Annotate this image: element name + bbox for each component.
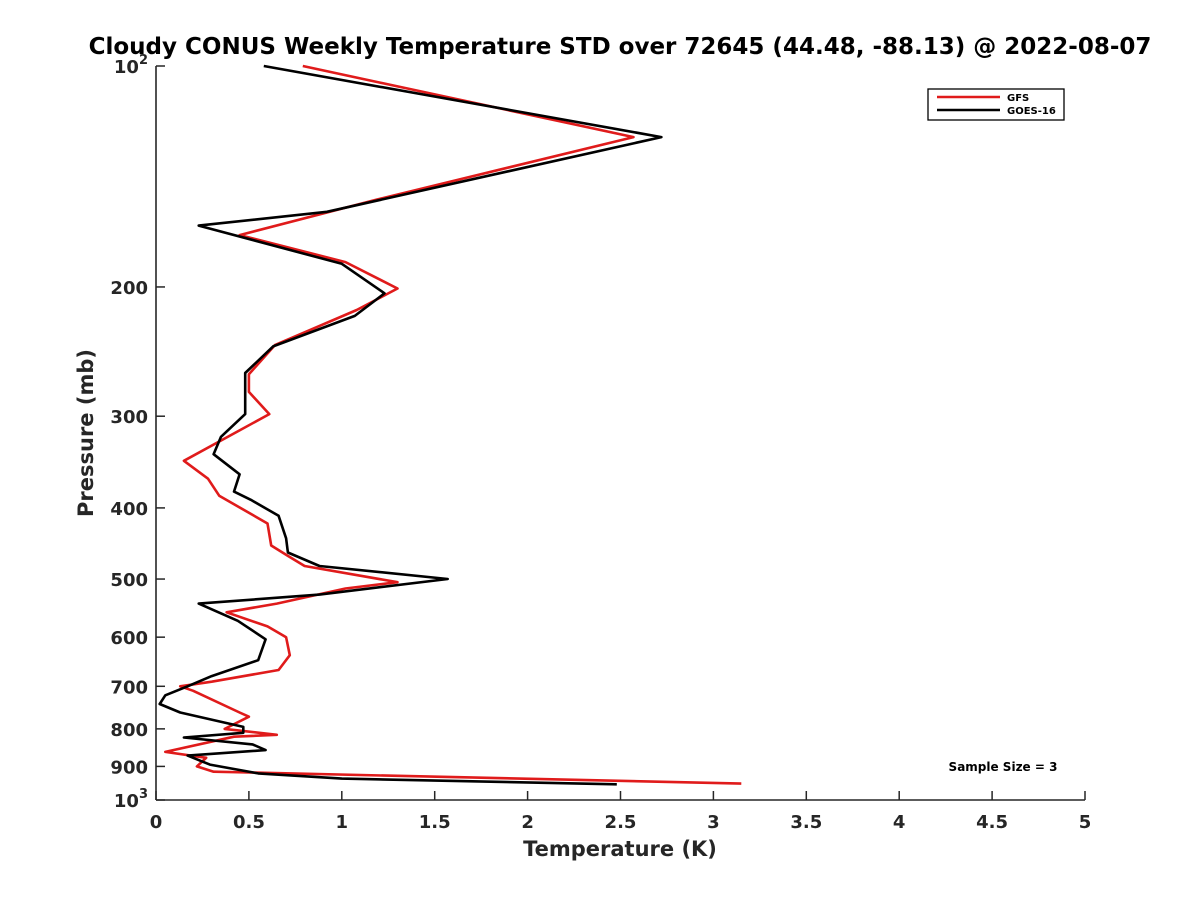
- x-tick-label: 0.5: [233, 812, 265, 833]
- x-tick-label: 4.5: [976, 812, 1008, 833]
- legend-box: [927, 88, 1065, 121]
- x-ticks: 0 0.5 1 1.5 2 2.5 3 3.5 4 4.5 5: [150, 791, 1092, 833]
- chart-title: Cloudy CONUS Weekly Temperature STD over…: [89, 34, 1152, 60]
- series-lines: [158, 64, 742, 786]
- legend: GFS GOES-16: [927, 88, 1065, 121]
- y-tick-label: 400: [110, 499, 148, 520]
- y-tick-label: 200: [110, 278, 148, 299]
- x-axis-label: Temperature (K): [523, 837, 717, 861]
- y-tick-label: 700: [110, 677, 148, 698]
- y-tick-label: 500: [110, 570, 148, 591]
- series-line-gfs: [164, 64, 742, 785]
- legend-label-goes16: GOES-16: [1007, 106, 1056, 117]
- y-tick-label: 800: [110, 720, 148, 741]
- x-tick-label: 2.5: [605, 812, 637, 833]
- x-tick-label: 5: [1079, 812, 1092, 833]
- y-ticks: 102 200 300 400 500 600 700 800 900 103: [110, 53, 165, 812]
- x-tick-label: 3: [707, 812, 720, 833]
- plot-area: 0 0.5 1 1.5 2 2.5 3 3.5 4 4.5 5 102 200 300 400 500 600…: [110, 53, 1091, 833]
- y-tick-label: 600: [110, 628, 148, 649]
- y-tick-label: 103: [114, 787, 148, 812]
- y-axis-label: Pressure (mb): [74, 349, 98, 517]
- x-tick-label: 3.5: [790, 812, 822, 833]
- x-tick-label: 4: [893, 812, 906, 833]
- y-tick-label: 900: [110, 757, 148, 778]
- legend-label-gfs: GFS: [1007, 93, 1029, 104]
- sample-size-annotation: Sample Size = 3: [949, 760, 1058, 774]
- y-tick-label: 102: [114, 53, 148, 78]
- x-tick-label: 0: [150, 812, 163, 833]
- y-tick-label: 300: [110, 407, 148, 428]
- x-tick-label: 1: [336, 812, 349, 833]
- x-tick-label: 1.5: [419, 812, 451, 833]
- x-tick-label: 2: [521, 812, 534, 833]
